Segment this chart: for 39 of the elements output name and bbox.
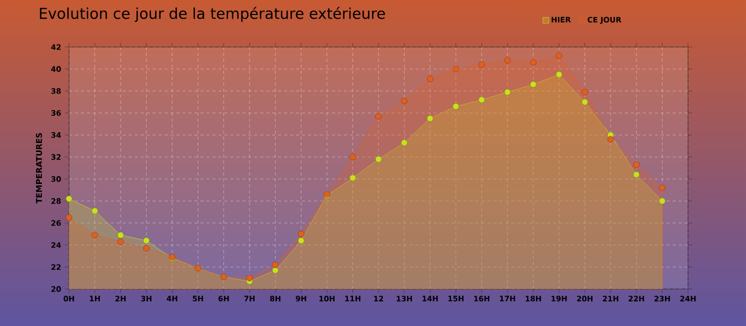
chart-title: Evolution ce jour de la température extérieure [40,6,385,22]
point [426,76,434,82]
point [556,52,562,59]
point [143,245,150,252]
point [478,61,485,68]
point [117,232,124,238]
point [401,140,408,146]
point [607,136,614,143]
point [272,262,279,268]
point [659,184,666,191]
point [504,57,511,64]
point [530,81,536,88]
point [582,88,588,96]
point [66,196,72,202]
point [143,237,150,244]
point [375,113,382,120]
point [530,59,536,66]
point [66,214,72,221]
point [633,162,640,168]
point [582,98,588,106]
point [92,232,98,238]
point [246,274,253,282]
point [556,71,562,78]
point [272,267,279,274]
point [350,154,356,160]
point [659,198,666,204]
point [478,96,485,103]
point [298,230,304,238]
point [92,208,98,214]
point [426,115,434,122]
point [633,171,640,178]
point [401,98,408,104]
point [117,238,124,245]
point [350,174,356,182]
point [375,156,382,162]
point [298,237,304,244]
point [504,88,511,96]
point [452,103,460,110]
point [452,66,460,72]
